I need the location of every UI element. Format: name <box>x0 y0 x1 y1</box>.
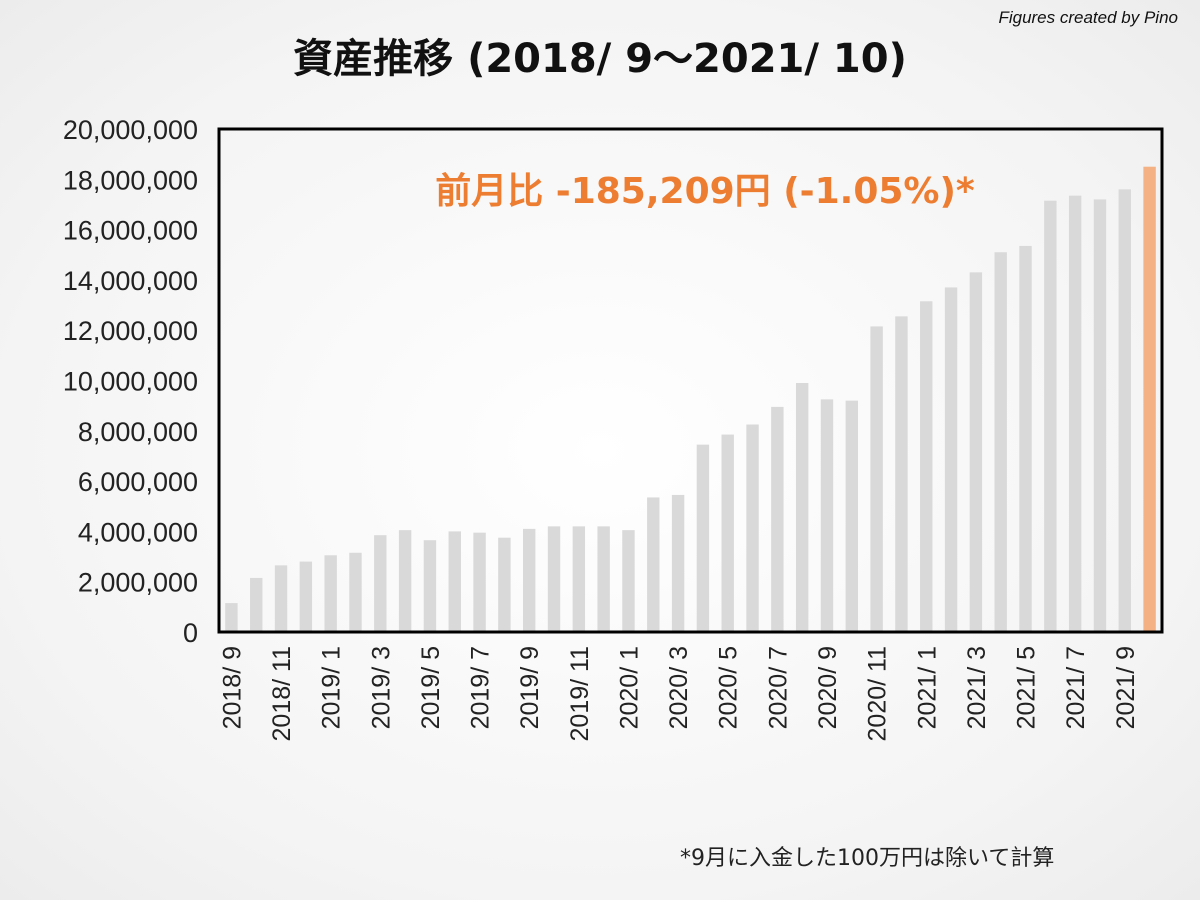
x-tick-label: 2021/ 9 <box>1112 646 1140 729</box>
x-tick-label: 2021/ 1 <box>913 646 941 729</box>
bar <box>920 301 933 632</box>
x-tick-label: 2018/ 11 <box>268 646 296 741</box>
x-tick-label: 2020/ 5 <box>715 646 743 729</box>
credit-text: Figures created by Pino <box>998 8 1178 27</box>
bar <box>1093 199 1107 633</box>
x-tick-label: 2020/ 11 <box>864 646 892 741</box>
bar <box>423 540 437 632</box>
y-tick-label: 18,000,000 <box>63 165 198 195</box>
bar-highlight <box>1143 166 1156 632</box>
bar <box>969 272 983 632</box>
x-tick-label: 2019/ 3 <box>367 646 395 729</box>
bar <box>1044 200 1057 632</box>
x-tick-label: 2020/ 1 <box>615 646 643 729</box>
chart-title: 資産推移 (2018/ 9～2021/ 10) <box>293 36 907 82</box>
x-tick-label: 2021/ 7 <box>1062 646 1090 729</box>
bar <box>721 434 734 632</box>
bar <box>820 399 834 632</box>
bar <box>299 561 313 632</box>
y-tick-label: 6,000,000 <box>78 467 198 497</box>
bar <box>895 316 908 632</box>
y-tick-label: 14,000,000 <box>63 266 198 296</box>
x-tick-label: 2019/ 1 <box>318 646 346 729</box>
bar <box>349 552 362 632</box>
bar <box>994 252 1007 633</box>
y-tick-label: 16,000,000 <box>63 216 198 246</box>
bar <box>1118 189 1131 633</box>
y-tick-label: 20,000,000 <box>63 115 198 145</box>
bar <box>398 530 412 632</box>
bar <box>795 383 809 632</box>
y-tick-label: 10,000,000 <box>63 367 198 397</box>
bar <box>522 528 536 632</box>
bar <box>274 565 288 632</box>
bar <box>547 526 561 632</box>
bar <box>870 326 883 632</box>
bar <box>845 400 859 632</box>
y-tick-label: 8,000,000 <box>78 417 198 447</box>
y-tick-label: 12,000,000 <box>63 316 198 346</box>
month-change-annotation: 前月比 -185,209円 (-1.05%)* <box>435 171 975 212</box>
bar <box>1019 245 1032 632</box>
bar <box>498 537 511 632</box>
bars-layer <box>225 166 1156 633</box>
bar <box>671 494 685 632</box>
x-tick-label: 2021/ 5 <box>1013 646 1041 729</box>
x-tick-label: 2018/ 9 <box>218 646 246 729</box>
y-tick-label: 2,000,000 <box>78 568 198 598</box>
bar <box>597 526 610 632</box>
bar <box>771 406 784 632</box>
bar <box>622 530 635 632</box>
bar <box>572 526 586 632</box>
y-tick-label: 0 <box>183 618 198 648</box>
x-tick-label: 2020/ 9 <box>814 646 842 729</box>
x-tick-label: 2020/ 3 <box>665 646 693 729</box>
bar <box>944 287 958 632</box>
x-axis-ticks: 2018/ 9 2018/ 11 2019/ 1 2019/ 3 2019/ 5 2019… <box>218 646 1139 741</box>
x-tick-label: 2021/ 3 <box>963 646 991 729</box>
bar <box>225 603 238 632</box>
x-tick-label: 2019/ 11 <box>566 646 594 741</box>
bar <box>374 535 387 632</box>
bar <box>1068 195 1082 632</box>
bar <box>746 424 759 632</box>
x-tick-label: 2019/ 9 <box>516 646 544 729</box>
bar <box>473 532 486 632</box>
x-tick-label: 2019/ 7 <box>467 646 495 729</box>
y-axis-ticks: 0 2,000,000 4,000,000 6,000,000 8,000,000 10,… <box>63 115 198 648</box>
bar <box>448 531 461 632</box>
plot-area-frame <box>217 127 1164 634</box>
x-tick-label: 2020/ 7 <box>764 646 792 729</box>
x-tick-label: 2019/ 5 <box>417 646 445 729</box>
bar <box>250 577 263 632</box>
footnote: *9月に入金した100万円は除いて計算 <box>680 846 1055 871</box>
bar <box>696 444 710 632</box>
y-tick-label: 4,000,000 <box>78 517 198 547</box>
bar <box>324 555 337 632</box>
bar <box>647 497 660 632</box>
